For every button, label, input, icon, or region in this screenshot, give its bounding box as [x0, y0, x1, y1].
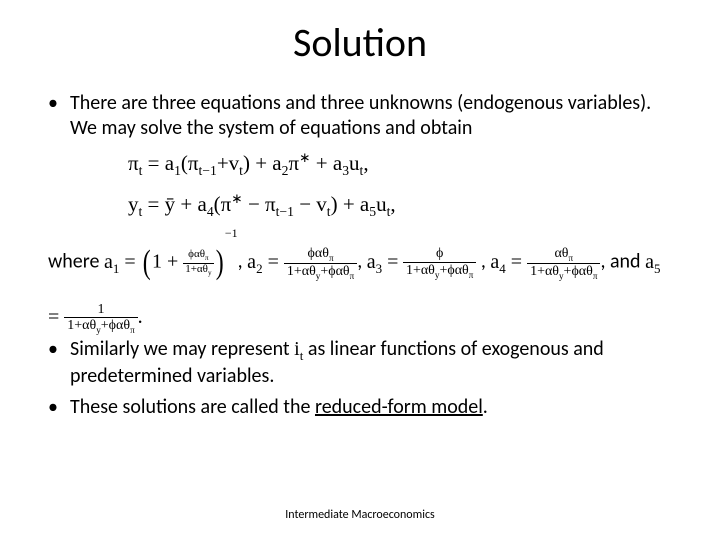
- bullet-dot: •: [48, 91, 70, 141]
- w-eq3: =: [382, 251, 398, 273]
- eq1-pisub: t−1: [199, 163, 217, 178]
- w-c2: ,: [357, 250, 367, 274]
- lparen-icon: (: [142, 229, 150, 297]
- eq1-popen: (: [181, 151, 188, 175]
- w-f2numsub: π: [329, 253, 334, 263]
- where-pre: where: [48, 250, 104, 274]
- w-f5den1: 1+αθ: [67, 318, 96, 333]
- w-eq4: =: [506, 251, 527, 273]
- w-one: 1 +: [152, 251, 183, 273]
- w-c5: .: [138, 305, 143, 329]
- page-title: Solution: [48, 18, 672, 67]
- eq2-popen: (: [214, 192, 221, 216]
- w-a3: a: [367, 251, 376, 273]
- eq2-star: ∗: [231, 191, 242, 206]
- w-f4den1: 1+αθ: [530, 264, 559, 279]
- eq1-star: ∗: [299, 150, 310, 165]
- w-f3den1: 1+αθ: [406, 263, 435, 278]
- eq2-pisub: t−1: [276, 204, 294, 219]
- eq2-comma: ,: [390, 192, 395, 216]
- w-c4: , and: [600, 250, 645, 274]
- eq1-comma: ,: [363, 151, 368, 175]
- eq1-u: u: [349, 151, 360, 175]
- eq1-pistar: π: [288, 151, 299, 175]
- w-eq1: =: [119, 251, 140, 273]
- w-f2den1: 1+αθ: [287, 264, 316, 279]
- bullet-dot: •: [48, 395, 70, 420]
- eq2-pi: π: [221, 192, 232, 216]
- content-body: • There are three equations and three un…: [48, 91, 672, 420]
- w-c3: ,: [476, 250, 490, 274]
- bullet-dot: •: [48, 337, 70, 389]
- w-eq2: =: [263, 251, 284, 273]
- eq2-eq: = ȳ + a: [142, 192, 207, 216]
- bullet-3: • These solutions are called the reduced…: [48, 395, 672, 420]
- w-f3num: ϕ: [436, 246, 443, 261]
- eq1-plus3: + a: [311, 151, 343, 175]
- bullet-2-text: Similarly we may represent it as linear …: [70, 337, 672, 389]
- w-innum: ϕαθ: [188, 248, 205, 260]
- w-inner-frac: ϕαθπ1+αθy: [183, 249, 213, 277]
- eq2-lhs: y: [128, 192, 139, 216]
- b3-underline: reduced-form model: [315, 395, 483, 419]
- w-c1: ,: [238, 250, 248, 274]
- w-f3: ϕ1+αθy+ϕαθπ: [403, 246, 476, 279]
- w-f2: ϕαθπ1+αθy+ϕαθπ: [284, 246, 357, 281]
- eq2-pclose: ) + a: [331, 192, 370, 216]
- b3-pre: These solutions are called the: [70, 395, 315, 419]
- eq1-rhs: = a: [142, 151, 174, 175]
- w-f5den2: +ϕαθ: [101, 318, 130, 333]
- w-f3den2sub: π: [469, 270, 474, 280]
- w-indensub: y: [208, 269, 212, 277]
- bullet-3-text: These solutions are called the reduced-f…: [70, 395, 672, 420]
- bullet-1-text: There are three equations and three unkn…: [70, 91, 672, 141]
- w-exp: −1: [225, 226, 238, 240]
- b2-pre: Similarly we may represent: [70, 337, 294, 361]
- w-f5den2sub: π: [130, 325, 135, 335]
- w-f3den2: +ϕαθ: [439, 263, 468, 278]
- eq2-minus: − π: [243, 192, 276, 216]
- w-f5num: 1: [97, 302, 104, 317]
- eq1-a3sub: 3: [342, 163, 349, 178]
- w-f5: 11+αθy+ϕαθπ: [64, 302, 137, 335]
- footer-text: Intermediate Macroeconomics: [0, 508, 720, 522]
- eq1-pi: π: [188, 151, 199, 175]
- w-a2: a: [247, 251, 256, 273]
- eq1-plusv: +v: [217, 151, 239, 175]
- eq1-lhs-var: π: [128, 151, 139, 175]
- w-f4den2sub: π: [593, 270, 598, 280]
- w-a1: a: [104, 251, 113, 273]
- w-f2den2sub: π: [350, 270, 355, 280]
- eq1-a1sub: 1: [174, 163, 181, 178]
- w-a5: a: [645, 251, 654, 273]
- equation-1: πt = a1(πt−1+vt) + a2π∗ + a3ut,: [128, 147, 672, 182]
- w-f4numsub: π: [568, 253, 573, 263]
- w-f4num: αθ: [554, 246, 568, 261]
- w-a5sub: 5: [654, 261, 661, 276]
- bullet-2: • Similarly we may represent it as linea…: [48, 337, 672, 389]
- slide: Solution • There are three equations and…: [0, 0, 720, 540]
- eq2-a4sub: 4: [207, 204, 214, 219]
- w-f2num: ϕαθ: [308, 246, 329, 261]
- eq2-minus2: − v: [294, 192, 327, 216]
- w-eq5: =: [48, 306, 64, 328]
- bullet-1: • There are three equations and three un…: [48, 91, 672, 141]
- where-line: where a1 = (1 + ϕαθπ1+αθy)−1, a2 = ϕαθπ1…: [48, 229, 672, 337]
- w-f2den2: +ϕαθ: [320, 264, 349, 279]
- w-f4: αθπ1+αθy+ϕαθπ: [527, 246, 600, 281]
- rparen-icon: ): [215, 229, 223, 297]
- eq1-pclose: ) + a: [243, 151, 282, 175]
- w-a4: a: [490, 251, 499, 273]
- w-innumsub: π: [205, 254, 209, 262]
- eq2-u: u: [376, 192, 387, 216]
- b3-post: .: [483, 395, 488, 419]
- equation-2: yt = ȳ + a4(π∗ − πt−1 − vt) + a5ut,: [128, 188, 672, 223]
- w-f4den2: +ϕαθ: [564, 264, 593, 279]
- w-inden: 1+αθ: [185, 263, 208, 275]
